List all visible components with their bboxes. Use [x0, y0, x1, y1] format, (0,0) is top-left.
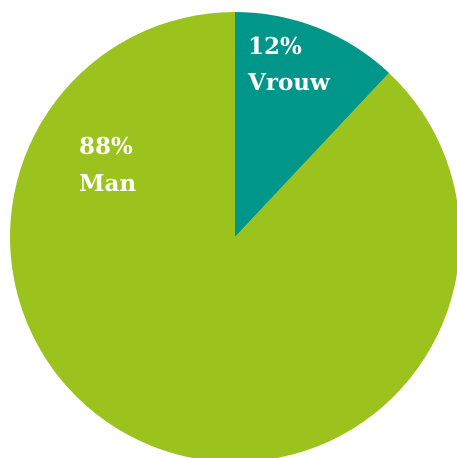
slice-label-vrouw-name: Vrouw [247, 69, 331, 96]
pie-slices [10, 12, 457, 458]
pie-slice-man [10, 12, 457, 458]
slice-label-man-percent: 88% [79, 133, 133, 160]
slice-label-vrouw-percent: 12% [248, 33, 302, 60]
pie-labels: 12% Vrouw 88% Man [79, 33, 331, 197]
slice-label-man-name: Man [79, 170, 136, 197]
pie-slice-vrouw [235, 12, 390, 237]
